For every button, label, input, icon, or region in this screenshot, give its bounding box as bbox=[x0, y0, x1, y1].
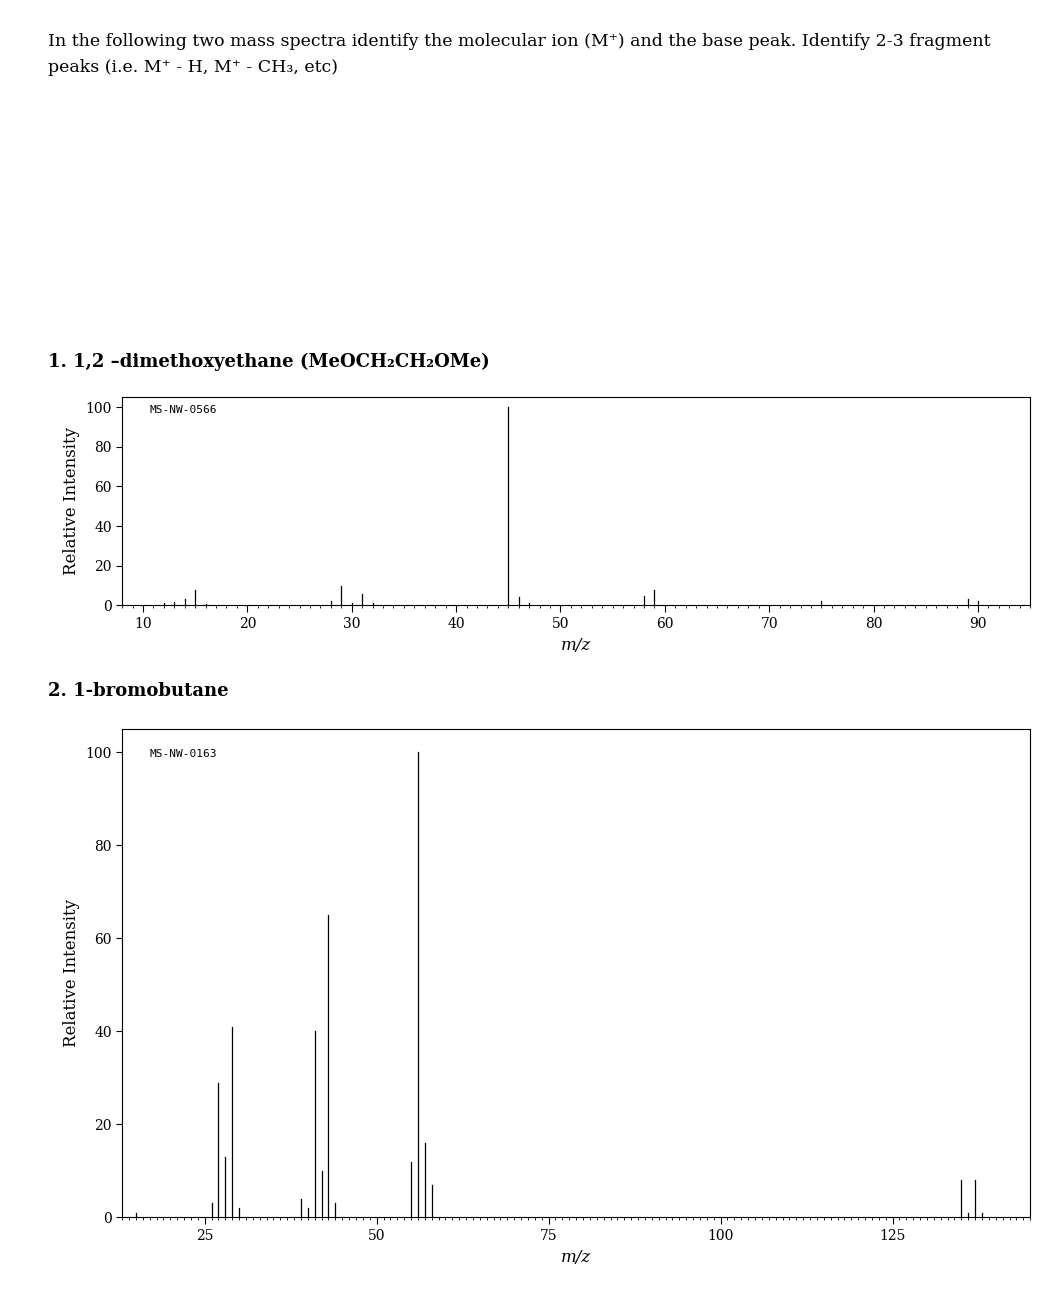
Text: MS-NW-0566: MS-NW-0566 bbox=[150, 405, 217, 415]
X-axis label: m/z: m/z bbox=[561, 1249, 592, 1266]
X-axis label: m/z: m/z bbox=[561, 637, 592, 654]
Text: 2. 1-bromobutane: 2. 1-bromobutane bbox=[48, 682, 228, 700]
Text: In the following two mass spectra identify the molecular ion (M⁺) and the base p: In the following two mass spectra identi… bbox=[48, 33, 990, 49]
Y-axis label: Relative Intensity: Relative Intensity bbox=[63, 900, 80, 1047]
Text: 1. 1,2 –dimethoxyethane (MeOCH₂CH₂OMe): 1. 1,2 –dimethoxyethane (MeOCH₂CH₂OMe) bbox=[48, 353, 490, 371]
Text: peaks (i.e. M⁺ - H, M⁺ - CH₃, etc): peaks (i.e. M⁺ - H, M⁺ - CH₃, etc) bbox=[48, 59, 338, 76]
Text: MS-NW-0163: MS-NW-0163 bbox=[150, 749, 217, 759]
Y-axis label: Relative Intensity: Relative Intensity bbox=[63, 427, 80, 575]
